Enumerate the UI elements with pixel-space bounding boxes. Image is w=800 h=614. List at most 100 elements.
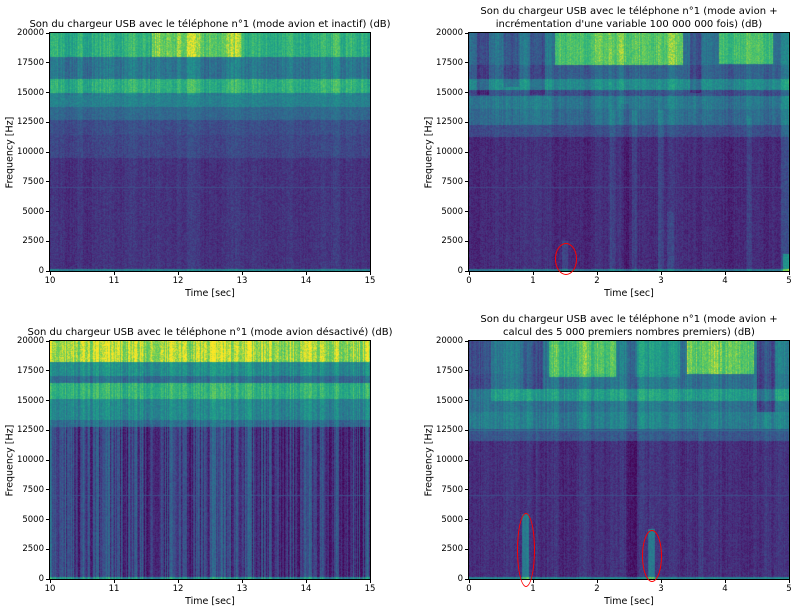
y-tick-mark: [465, 211, 468, 212]
x-tick-mark: [369, 580, 371, 583]
y-tick-label: 15000: [435, 87, 463, 98]
y-tick-mark: [465, 340, 468, 342]
y-tick-label: 20000: [16, 336, 44, 346]
y-tick-mark: [46, 519, 49, 520]
y-tick-label: 12500: [16, 117, 44, 128]
x-tick-label: 2: [594, 584, 600, 594]
x-tick-mark: [468, 272, 470, 275]
x-tick-mark: [532, 272, 534, 275]
y-tick-mark: [46, 548, 49, 550]
y-tick-mark: [46, 340, 49, 342]
y-tick-label: 7500: [22, 484, 44, 495]
y-tick-mark: [465, 370, 468, 372]
subplot-bottom-left: Son du chargeur USB avec le téléphone n°…: [0, 307, 400, 614]
y-tick-mark: [46, 211, 49, 212]
x-tick-label: 10: [44, 276, 56, 286]
y-tick-mark: [465, 519, 468, 520]
y-tick-label: 12500: [435, 425, 463, 436]
x-tick-mark: [241, 272, 243, 275]
y-tick-mark: [46, 459, 49, 461]
y-tick-label: 10000: [16, 455, 44, 465]
x-tick-label: 11: [108, 584, 120, 594]
y-tick-mark: [465, 62, 468, 64]
y-tick-label: 2500: [441, 236, 463, 247]
y-tick-mark: [46, 240, 49, 242]
y-tick-label: 15000: [16, 87, 44, 98]
x-tick-label: 5: [786, 584, 792, 594]
y-tick-label: 10000: [435, 147, 463, 157]
y-tick-mark: [465, 429, 468, 431]
y-tick-mark: [465, 181, 468, 183]
y-tick-mark: [46, 400, 49, 401]
y-tick-label: 17500: [16, 57, 44, 68]
subplot-bottom-right: Son du chargeur USB avec le téléphone n°…: [400, 307, 800, 614]
x-tick-mark: [788, 580, 790, 583]
x-tick-label: 0: [466, 276, 472, 286]
y-tick-label: 10000: [435, 455, 463, 465]
y-tick-mark: [46, 270, 49, 272]
spectrogram-canvas: [50, 341, 370, 579]
subplot-top-right: Son du chargeur USB avec le téléphone n°…: [400, 0, 800, 307]
y-tick-mark: [46, 370, 49, 372]
plot-title: Son du chargeur USB avec le téléphone n°…: [480, 6, 778, 30]
x-tick-mark: [49, 272, 51, 275]
x-tick-label: 4: [722, 584, 728, 594]
y-tick-label: 0: [38, 266, 44, 276]
x-tick-label: 1: [530, 584, 536, 594]
y-tick-mark: [465, 489, 468, 491]
x-tick-label: 12: [172, 276, 184, 286]
y-tick-label: 17500: [435, 365, 463, 376]
x-tick-label: 4: [722, 276, 728, 286]
y-tick-label: 2500: [441, 544, 463, 555]
y-tick-mark: [465, 151, 468, 153]
x-tick-mark: [660, 272, 662, 275]
y-tick-label: 20000: [16, 28, 44, 38]
annotation-ellipse: [517, 513, 535, 587]
y-tick-label: 10000: [16, 147, 44, 157]
y-tick-mark: [465, 270, 468, 272]
x-tick-mark: [241, 580, 243, 583]
x-tick-label: 3: [658, 584, 664, 594]
y-tick-mark: [465, 400, 468, 401]
x-tick-label: 13: [236, 276, 248, 286]
y-tick-mark: [465, 459, 468, 461]
x-tick-mark: [177, 580, 179, 583]
annotation-ellipse: [554, 242, 578, 275]
x-tick-label: 12: [172, 584, 184, 594]
y-tick-mark: [465, 548, 468, 550]
annotation-ellipse: [641, 529, 662, 582]
x-tick-mark: [596, 272, 598, 275]
x-tick-mark: [113, 580, 115, 583]
x-tick-label: 14: [300, 584, 312, 594]
x-tick-mark: [724, 580, 726, 583]
y-tick-label: 0: [457, 574, 463, 584]
x-tick-label: 0: [466, 584, 472, 594]
y-tick-label: 0: [457, 266, 463, 276]
x-tick-label: 15: [364, 276, 376, 286]
y-tick-mark: [465, 92, 468, 93]
x-tick-label: 2: [594, 276, 600, 286]
y-tick-mark: [46, 121, 49, 123]
x-axis-label: Time [sec]: [185, 596, 235, 607]
x-tick-label: 5: [786, 276, 792, 286]
y-tick-mark: [46, 181, 49, 183]
x-axis-label: Time [sec]: [604, 596, 654, 607]
x-tick-mark: [305, 272, 307, 275]
y-tick-mark: [46, 32, 49, 34]
spectrogram-canvas: [469, 33, 789, 271]
y-tick-mark: [465, 32, 468, 34]
plot-title: Son du chargeur USB avec le téléphone n°…: [480, 314, 778, 338]
y-tick-label: 17500: [16, 365, 44, 376]
y-tick-label: 5000: [441, 206, 463, 217]
y-tick-mark: [46, 151, 49, 153]
subplot-top-left: Son du chargeur USB avec le téléphone n°…: [0, 0, 400, 307]
x-axis-label: Time [sec]: [185, 288, 235, 299]
y-tick-label: 15000: [435, 395, 463, 406]
y-tick-mark: [465, 121, 468, 123]
x-tick-mark: [468, 580, 470, 583]
x-tick-mark: [532, 580, 534, 583]
y-tick-mark: [465, 240, 468, 242]
x-tick-mark: [724, 272, 726, 275]
y-tick-label: 12500: [435, 117, 463, 128]
